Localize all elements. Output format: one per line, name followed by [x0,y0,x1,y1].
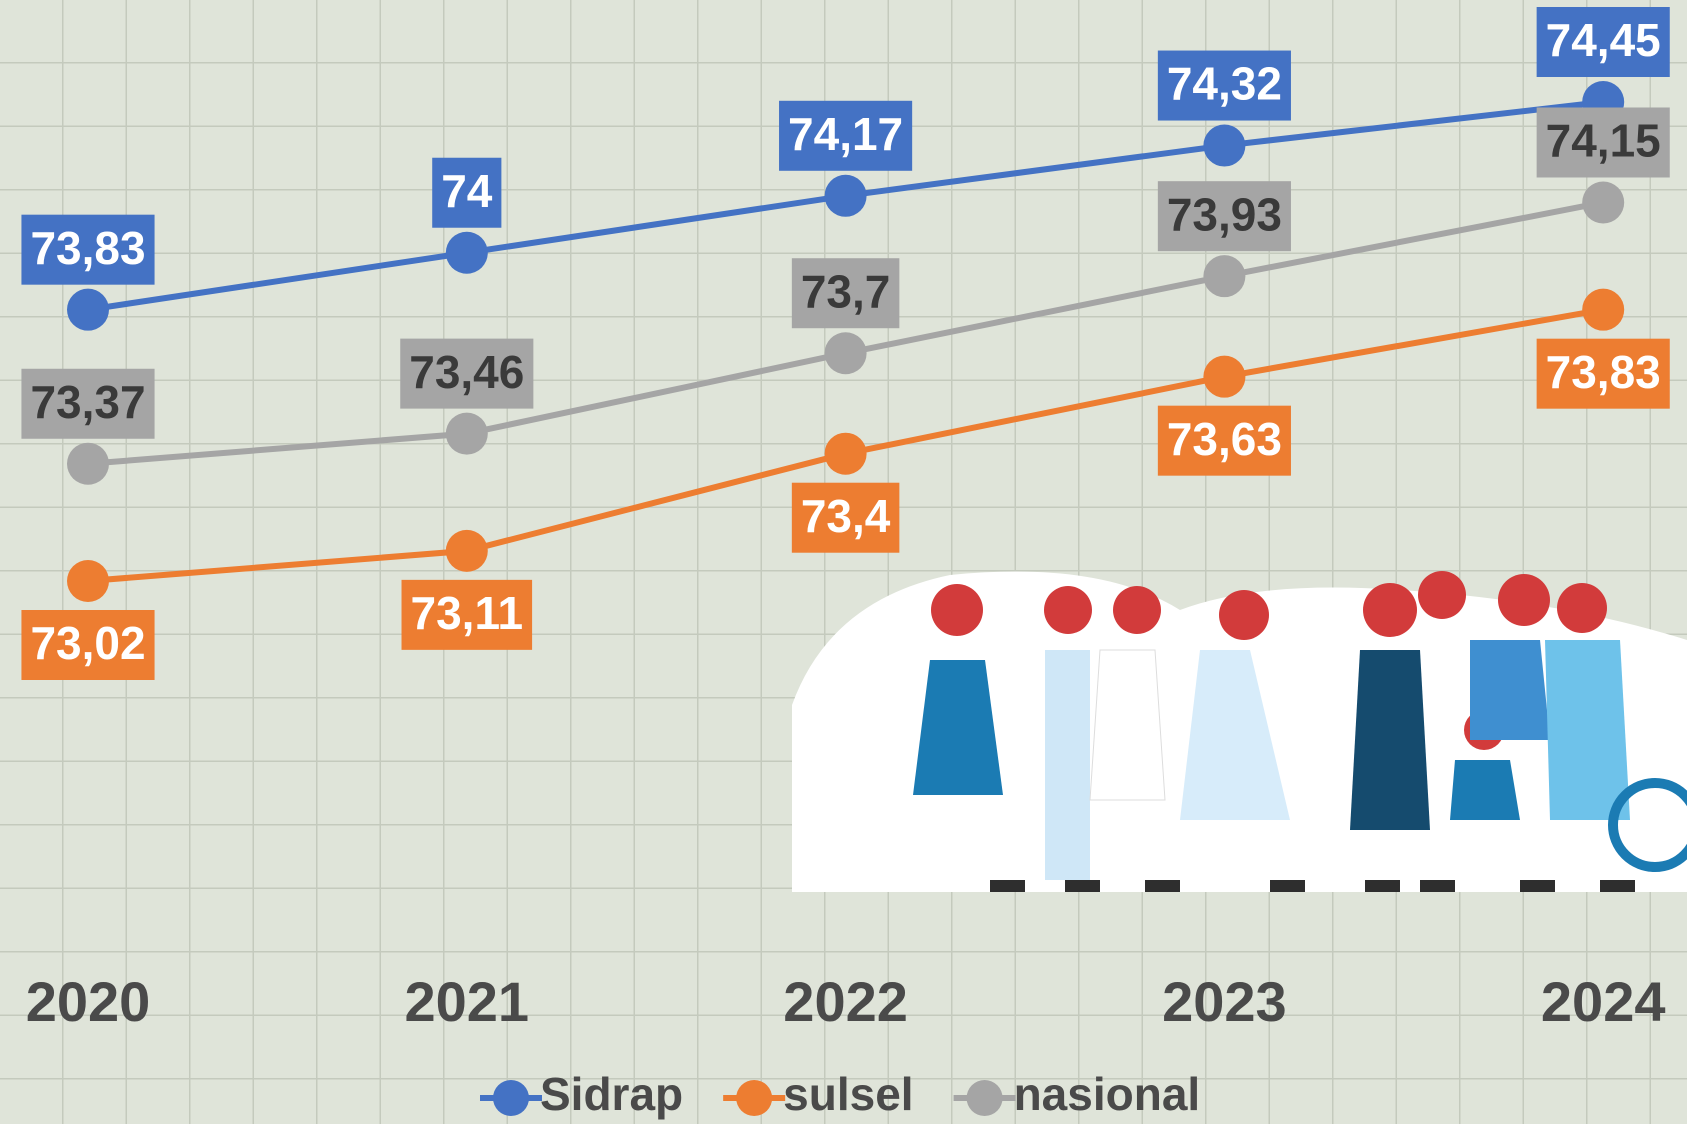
data-label-text: 73,93 [1167,188,1282,240]
data-label: 74,15 [1537,107,1670,177]
data-label-text: 74,15 [1546,115,1661,167]
x-tick-label: 2022 [783,970,908,1033]
data-point [446,232,488,274]
data-point [67,560,109,602]
data-label: 73,4 [792,483,900,553]
data-point [1203,125,1245,167]
x-tick-label: 2023 [1162,970,1287,1033]
data-point [825,175,867,217]
data-point [1203,255,1245,297]
data-label-text: 74,32 [1167,58,1282,110]
data-label-text: 74,45 [1546,14,1661,66]
data-point [67,443,109,485]
legend-label: Sidrap [540,1068,683,1120]
data-label: 74,32 [1158,51,1291,121]
data-label-text: 74 [441,165,493,217]
data-label: 74 [432,158,501,228]
data-label: 73,83 [21,215,154,285]
data-label-text: 73,37 [30,376,145,428]
data-point [825,332,867,374]
data-point [446,413,488,455]
data-label-text: 74,17 [788,108,903,160]
data-point [1203,356,1245,398]
legend-label: sulsel [783,1068,913,1120]
data-label-text: 73,83 [30,222,145,274]
data-label-text: 73,83 [1546,346,1661,398]
data-label: 73,11 [402,580,533,650]
x-tick-label: 2021 [405,970,530,1033]
data-label: 73,83 [1537,339,1670,409]
data-label: 73,46 [400,339,533,409]
data-label-text: 73,46 [409,346,524,398]
data-label-text: 73,11 [411,587,524,639]
legend-label: nasional [1014,1068,1201,1120]
legend: Sidrap sulsel nasional [480,1068,1200,1120]
data-label: 73,93 [1158,181,1291,251]
legend-marker [493,1080,529,1116]
data-label: 73,63 [1158,406,1291,476]
data-label: 73,02 [21,610,154,680]
data-label-text: 73,02 [30,617,145,669]
data-point [1582,289,1624,331]
data-label-text: 73,63 [1167,413,1282,465]
x-tick-label: 2024 [1541,970,1666,1033]
data-point [825,433,867,475]
data-label-text: 73,7 [801,265,891,317]
data-label: 73,7 [792,258,900,328]
data-point [446,530,488,572]
chart: 2020 2021 2022 2023 2024 73,83 74 74,17 74,32 74,… [0,0,1687,1124]
data-label: 73,37 [21,369,154,439]
data-point [1582,181,1624,223]
data-label: 74,17 [779,101,912,171]
data-label-text: 73,4 [801,490,891,542]
legend-marker [967,1080,1003,1116]
data-label: 74,45 [1537,7,1670,77]
illustration [792,571,1687,892]
x-tick-label: 2020 [26,970,151,1033]
legend-marker [736,1080,772,1116]
data-point [67,289,109,331]
